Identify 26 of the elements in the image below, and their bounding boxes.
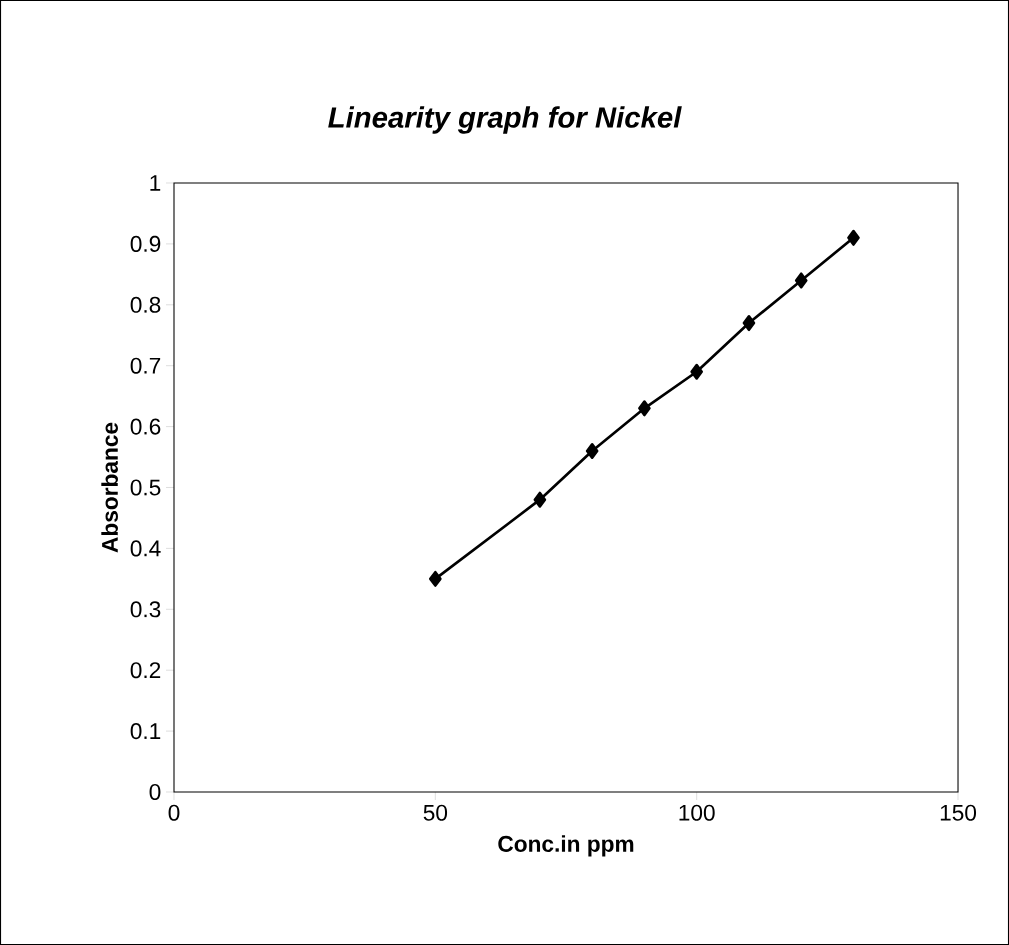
y-tick-label: 0: [149, 783, 161, 801]
x-tick-label: 0: [168, 804, 180, 821]
y-tick-label: 0.1: [130, 723, 161, 740]
y-tick-label: 0.9: [130, 235, 161, 252]
y-tick-label: 0.8: [130, 296, 161, 313]
point: [638, 400, 651, 417]
x-tick-label: 50: [423, 804, 448, 821]
y-tick-label: 0.6: [130, 418, 161, 435]
y-tick-label: 0.4: [130, 540, 161, 557]
chart-title: Linearity graph for Nickel: [328, 106, 682, 134]
point: [794, 272, 808, 289]
x-tick-label: 150: [940, 804, 977, 821]
y-tick-label: 0.5: [130, 479, 161, 496]
y-tick-label: 0.3: [130, 601, 161, 618]
point: [429, 570, 442, 587]
y-tick-label: 0.7: [130, 357, 161, 374]
x-axis-title: Conc.in ppm: [498, 835, 634, 857]
point: [742, 315, 756, 332]
x-tick-label: 100: [679, 804, 715, 821]
y-axis-title: Absorbance: [101, 422, 118, 553]
y-tick-label: 0.2: [130, 662, 161, 679]
point: [690, 363, 704, 380]
y-tick-label: 1: [150, 175, 161, 191]
point: [847, 229, 860, 246]
point: [585, 442, 599, 459]
point: [533, 491, 547, 508]
